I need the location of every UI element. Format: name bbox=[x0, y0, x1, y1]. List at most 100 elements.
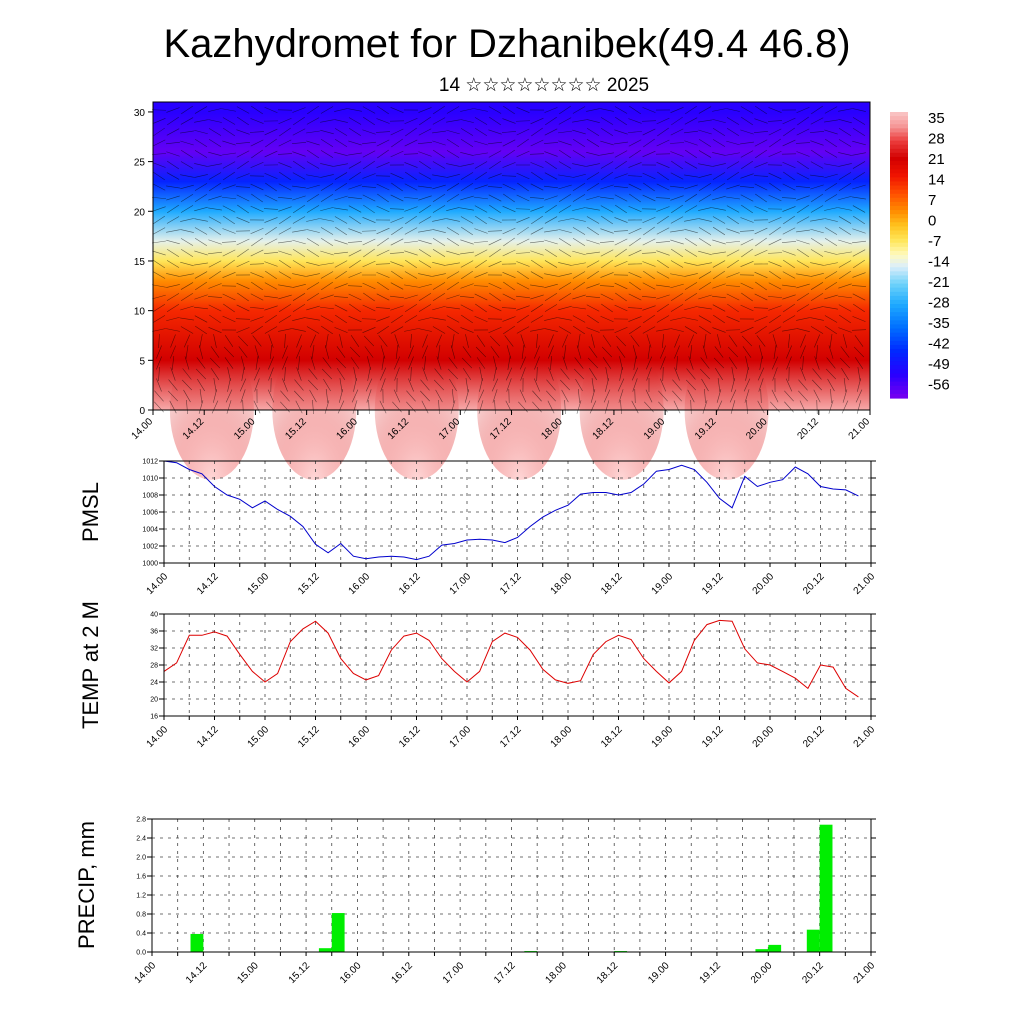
colorbar-label: -14 bbox=[928, 254, 950, 271]
colorbar-label: 0 bbox=[928, 213, 936, 230]
colorbar-segment bbox=[890, 235, 908, 240]
colorbar-label: 35 bbox=[928, 110, 945, 127]
x-tick-label: 21.00 bbox=[852, 571, 878, 597]
x-tick-label: 20.12 bbox=[800, 960, 826, 986]
colorbar-label: 14 bbox=[928, 172, 945, 189]
colorbar-segment bbox=[890, 280, 908, 285]
colorbar-segment bbox=[890, 243, 908, 248]
colorbar-label: -42 bbox=[928, 336, 950, 353]
x-tick-label: 16.12 bbox=[389, 960, 415, 986]
colorbar-segment bbox=[890, 194, 908, 199]
x-tick-label: 15.12 bbox=[296, 724, 322, 750]
x-tick-label: 17.00 bbox=[448, 571, 474, 597]
precip-bar bbox=[807, 930, 820, 952]
x-tick-label: 16.00 bbox=[347, 724, 373, 750]
colorbar-label: -28 bbox=[928, 295, 950, 312]
y-axis-label: PRECIP, mm bbox=[74, 821, 99, 949]
colorbar-segment bbox=[890, 365, 908, 370]
colorbar-segment bbox=[890, 288, 908, 293]
colorbar-segment bbox=[890, 186, 908, 191]
colorbar-segment bbox=[890, 214, 908, 219]
colorbar-segment bbox=[890, 394, 908, 399]
x-tick-label: 19.12 bbox=[700, 724, 726, 750]
y-tick-label: 1000 bbox=[142, 561, 158, 568]
colorbar-segment bbox=[890, 353, 908, 358]
colorbar-segment bbox=[890, 373, 908, 378]
precip-bar bbox=[319, 948, 332, 952]
colorbar-segment bbox=[890, 141, 908, 146]
y-tick-label: 32 bbox=[150, 646, 158, 653]
x-tick-label: 16.00 bbox=[338, 960, 364, 986]
colorbar-segment bbox=[890, 345, 908, 350]
colorbar-segment bbox=[890, 132, 908, 137]
x-tick-label: 17.12 bbox=[498, 571, 524, 597]
colorbar-segment bbox=[890, 349, 908, 354]
y-tick-label: 20 bbox=[150, 697, 158, 704]
colorbar-segment bbox=[890, 145, 908, 150]
x-tick-label: 16.12 bbox=[397, 724, 423, 750]
y-tick-label: 1008 bbox=[142, 493, 158, 500]
chart-title: Kazhydromet for Dzhanibek(49.4 46.8) bbox=[163, 22, 850, 66]
y-tick-label: 1010 bbox=[142, 476, 158, 483]
y-tick-label: 1002 bbox=[142, 544, 158, 551]
x-tick-label: 15.12 bbox=[287, 960, 313, 986]
colorbar-segment bbox=[890, 247, 908, 252]
colorbar-segment bbox=[890, 173, 908, 178]
y-tick-label: 0.8 bbox=[136, 912, 146, 919]
y-tick-label: 10 bbox=[134, 307, 146, 318]
x-tick-label: 14.12 bbox=[195, 724, 221, 750]
colorbar-segment bbox=[890, 161, 908, 166]
y-tick-label: 16 bbox=[150, 714, 158, 721]
colorbar-segment bbox=[890, 149, 908, 154]
colorbar-segment bbox=[890, 308, 908, 313]
colorbar-segment bbox=[890, 382, 908, 387]
x-tick-label: 19.00 bbox=[650, 724, 676, 750]
colorbar-segment bbox=[890, 304, 908, 309]
y-tick-label: 1004 bbox=[142, 527, 158, 534]
x-tick-label: 15.00 bbox=[246, 724, 272, 750]
x-tick-label: 15.00 bbox=[246, 571, 272, 597]
x-tick-label: 15.12 bbox=[296, 571, 322, 597]
x-tick-label: 20.00 bbox=[751, 724, 777, 750]
y-tick-label: 1006 bbox=[142, 510, 158, 517]
colorbar-label: -49 bbox=[928, 356, 950, 373]
y-tick-label: 15 bbox=[134, 257, 146, 268]
chart-subtitle: 14 ☆☆☆☆☆☆☆☆ 2025 bbox=[439, 75, 649, 96]
colorbar-segment bbox=[890, 124, 908, 129]
colorbar-label: 21 bbox=[928, 151, 945, 168]
x-tick-label: 20.12 bbox=[795, 416, 821, 442]
x-tick-label: 19.00 bbox=[646, 960, 672, 986]
colorbar-segment bbox=[890, 116, 908, 121]
x-tick-label: 21.00 bbox=[852, 960, 878, 986]
x-tick-label: 15.00 bbox=[235, 960, 261, 986]
x-tick-label: 14.12 bbox=[184, 960, 210, 986]
colorbar-segment bbox=[890, 206, 908, 211]
y-tick-label: 0.4 bbox=[136, 931, 146, 938]
x-tick-label: 14.00 bbox=[130, 416, 156, 442]
colorbar-segment bbox=[890, 386, 908, 391]
colorbar-segment bbox=[890, 239, 908, 244]
temp-line bbox=[164, 620, 858, 697]
colorbar-segment bbox=[890, 284, 908, 289]
x-tick-label: 17.00 bbox=[441, 960, 467, 986]
precip-bar bbox=[332, 913, 345, 952]
colorbar-segment bbox=[890, 271, 908, 276]
colorbar-segment bbox=[890, 259, 908, 264]
x-tick-label: 19.12 bbox=[700, 571, 726, 597]
colorbar-label: -56 bbox=[928, 377, 950, 394]
y-tick-label: 28 bbox=[150, 663, 158, 670]
colorbar-segment bbox=[890, 177, 908, 182]
y-tick-label: 5 bbox=[139, 356, 145, 367]
colorbar-segment bbox=[890, 112, 908, 117]
y-axis-label: TEMP at 2 M bbox=[78, 601, 103, 729]
x-tick-label: 18.00 bbox=[549, 571, 575, 597]
y-tick-label: 40 bbox=[150, 612, 158, 619]
x-tick-label: 18.00 bbox=[544, 960, 570, 986]
colorbar-segment bbox=[890, 316, 908, 321]
y-tick-label: 2.0 bbox=[136, 855, 146, 862]
y-tick-label: 24 bbox=[150, 680, 158, 687]
colorbar-segment bbox=[890, 357, 908, 362]
